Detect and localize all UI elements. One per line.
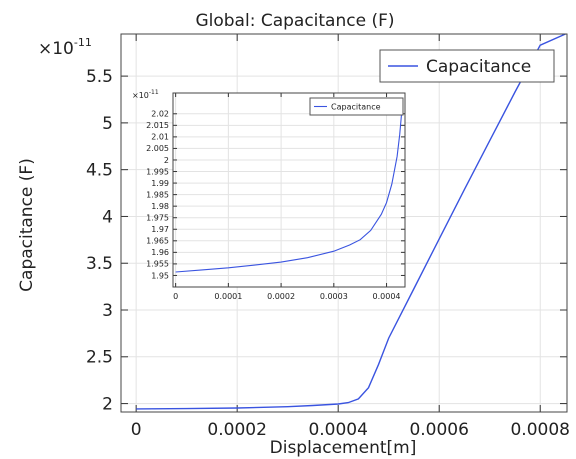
main-y-tick-label: 3 [102, 301, 113, 321]
inset-y-exponent-power: -11 [149, 89, 159, 96]
inset-y-tick-label: 1.995 [146, 167, 169, 176]
inset-legend-box [309, 97, 404, 116]
main-y-tick-label: 4 [102, 207, 113, 227]
inset-y-tick-label: 1.965 [146, 237, 169, 246]
inset-y-tick-label: 1.985 [146, 190, 169, 199]
main-plot-frame [120, 33, 568, 413]
inset-y-tick-label: 1.97 [151, 225, 169, 234]
inset-series-line [175, 104, 403, 273]
inset-plot-background [173, 93, 405, 287]
y-exponent-label: ×10-11 [38, 36, 92, 59]
inset-y-tick-label: 1.99 [151, 179, 169, 188]
inset-x-tick-label: 0 [173, 292, 178, 301]
main-y-tick-label: 5.5 [86, 67, 113, 87]
inset-y-exponent-label: ×10-11 [132, 89, 159, 100]
main-y-tick-label: 5 [102, 114, 113, 134]
inset-y-tick-label: 1.98 [151, 202, 169, 211]
inset-x-tick-label: 0.0001 [214, 292, 242, 301]
inset-plot-area: 0 0.0001 0.0002 0.0003 0.0004 1.95 1.955 1.96 1.… [146, 92, 406, 301]
main-y-tick-label: 2 [102, 395, 113, 415]
main-y-tick-label: 4.5 [86, 161, 113, 181]
inset-y-tick-label: 1.975 [146, 214, 169, 223]
inset-y-tick-label: 2.015 [146, 121, 169, 130]
y-exponent-base: ×10 [38, 39, 74, 59]
main-x-tick-label: 0.0006 [409, 420, 468, 440]
inset-y-tick-label: 2 [164, 156, 169, 165]
main-x-tick-label: 0.0002 [207, 420, 266, 440]
main-x-tick-label: 0 [131, 420, 142, 440]
chart-title: Global: Capacitance (F) [195, 11, 394, 31]
main-legend-label: Capacitance [426, 57, 531, 77]
inset-y-tick-label: 1.955 [146, 260, 169, 269]
inset-y-tick-label: 2.01 [151, 133, 169, 142]
inset-y-tick-label: 2.02 [151, 110, 169, 119]
inset-plot-frame [172, 92, 406, 288]
inset-y-tick-label: 1.96 [151, 248, 169, 257]
main-series-line [136, 34, 566, 410]
main-y-tick-label: 3.5 [86, 254, 113, 274]
main-y-tick-label: 2.5 [86, 348, 113, 368]
main-x-tick-label: 0.0004 [308, 420, 367, 440]
inset-x-tick-label: 0.0002 [267, 292, 295, 301]
inset-y-tick-label: 1.95 [151, 271, 169, 280]
inset-y-tick-label: 2.005 [146, 144, 169, 153]
inset-y-exponent-base: ×10 [132, 91, 149, 100]
inset-x-tick-label: 0.0003 [320, 292, 348, 301]
inset-x-tick-label: 0.0004 [373, 292, 401, 301]
inset-legend-label: Capacitance [331, 102, 381, 111]
main-x-tick-label: 0.0008 [510, 420, 569, 440]
y-exponent-power: -11 [74, 36, 92, 49]
y-axis-label: Capacitance (F) [17, 158, 37, 292]
x-axis-label: Displacement[m] [270, 438, 417, 458]
